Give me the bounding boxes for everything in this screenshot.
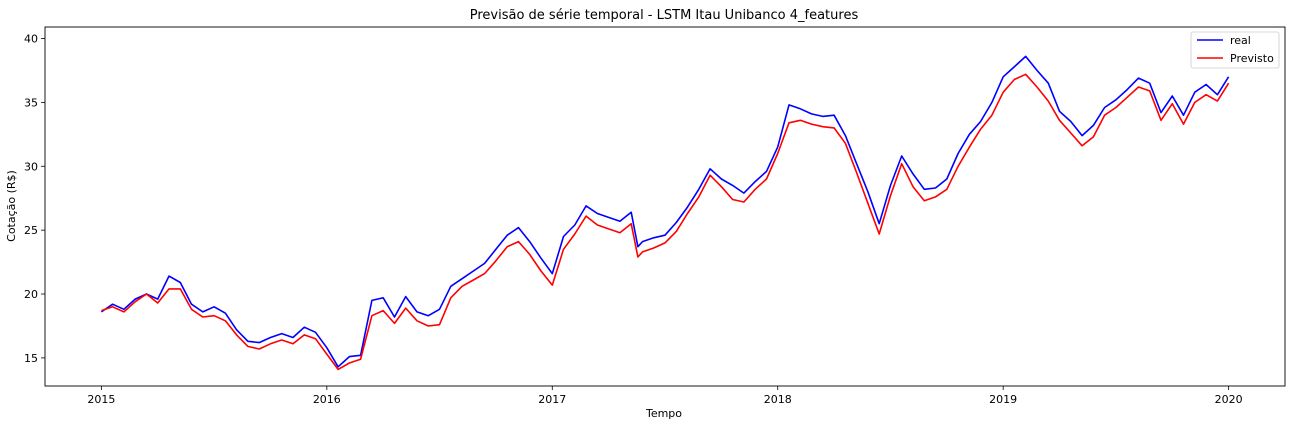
series-line-previsto [101,73,1230,371]
x-axis-title: Tempo [645,407,682,420]
y-axis-title: Cotação (R$) [5,170,18,242]
legend: real Previsto [1190,31,1280,69]
x-tick-label: 2020 [1215,393,1243,406]
y-tick-label: 25 [24,224,38,237]
x-tick-label: 2015 [87,393,115,406]
chart-title: Previsão de série temporal - LSTM Itau U… [470,8,859,23]
y-tick-label: 15 [24,352,38,365]
y-tick-label: 40 [24,32,38,45]
series-line-real [100,55,1230,368]
y-axis: 15 20 25 30 35 40 [24,32,45,365]
y-tick-label: 20 [24,288,38,301]
plot-area [44,26,1286,387]
series-lines [100,55,1230,371]
legend-label-real: real [1230,34,1251,47]
x-tick-label: 2017 [538,393,566,406]
x-tick-label: 2019 [989,393,1017,406]
legend-box [1190,31,1280,69]
y-tick-label: 30 [24,160,38,173]
x-tick-label: 2018 [764,393,792,406]
legend-label-previsto: Previsto [1230,52,1274,65]
y-tick-label: 35 [24,96,38,109]
x-axis: 2015 2016 2017 2018 2019 2020 [87,386,1243,406]
x-tick-label: 2016 [313,393,341,406]
